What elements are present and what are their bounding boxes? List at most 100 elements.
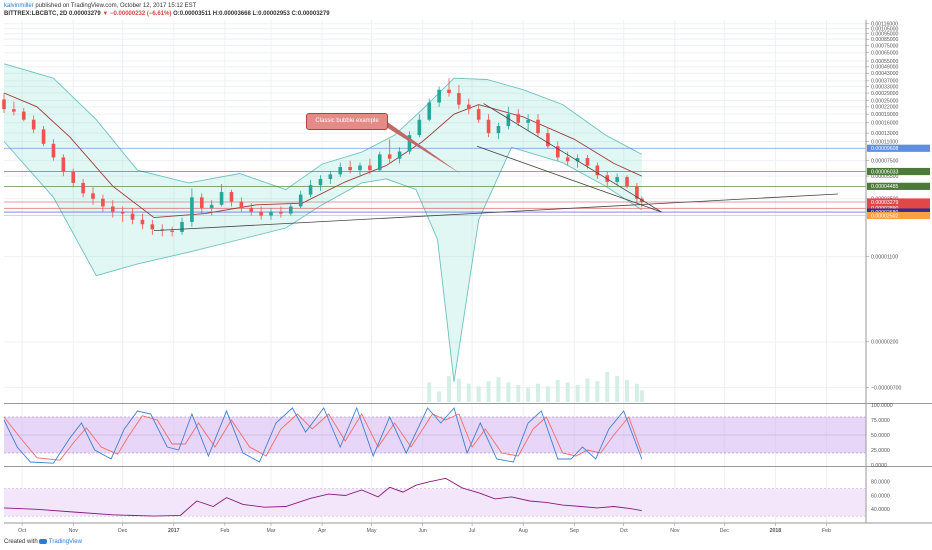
moving-average [3, 92, 642, 219]
bollinger-bands [3, 63, 643, 382]
candle-body [387, 154, 392, 159]
volume-bar [526, 387, 531, 402]
candle-body [585, 158, 590, 166]
volume-bar [575, 385, 580, 402]
price-badge-label: 0.00003279 [871, 200, 899, 206]
x-tick-label: 2018 [770, 528, 782, 534]
author-link[interactable]: kalvinmiller [4, 3, 34, 9]
y-tick-label: 0.00116000 [871, 22, 898, 28]
volume-bar [639, 390, 644, 402]
candle-body [81, 182, 85, 194]
symbol-line: BITTREX:LBCBTC, 2D 0.00003279 ▼ −0.00000… [4, 11, 330, 17]
y-tick-label: 0.00033000 [871, 84, 899, 90]
price-badge-label: 0.00009608 [871, 146, 899, 152]
x-tick-label: Nov [69, 528, 79, 534]
y-tick-label: 0.00001100 [871, 254, 898, 260]
x-tick-label: Aug [519, 528, 528, 534]
candle-body [12, 109, 16, 112]
candle-body [546, 133, 550, 147]
rsi-band-fill [4, 488, 866, 517]
volume-bar [486, 381, 491, 402]
candle-body [496, 125, 501, 134]
rsi-line [3, 477, 642, 517]
created-with-text: Created with [4, 539, 38, 546]
moving-average-line [3, 92, 642, 219]
y-tick-label: 0.00013000 [871, 131, 899, 137]
ohlc-values: O:0.00003511 H:0.00003668 L:0.00002953 C… [173, 11, 330, 17]
y-tick-label: −0.00000700 [871, 385, 902, 391]
candle-body [21, 111, 26, 120]
annotation-callout[interactable]: Classic bubble example [306, 113, 388, 130]
rsi-tick-label: 40.0000 [871, 507, 890, 513]
candle-body [101, 198, 105, 207]
y-tick-label: 0.00000200 [871, 340, 899, 346]
y-tick-label: 0.00022000 [871, 105, 899, 111]
y-tick-label: 0.00075000 [871, 43, 899, 49]
y-tick-label: 0.00005500 [871, 174, 899, 180]
candle-body [328, 174, 333, 179]
volume-bar [476, 386, 481, 402]
candle-body [110, 206, 115, 212]
volume-bar [595, 381, 600, 402]
volume-bar [545, 386, 550, 402]
candle-body [536, 119, 540, 134]
y-tick-label: 0.00085000 [871, 37, 899, 43]
symbol-interval: BITTREX:LBCBTC, 2D [4, 11, 68, 17]
volume-bar [437, 391, 442, 402]
volume-bar [625, 379, 630, 402]
candle-body [457, 93, 461, 105]
candle-body [447, 89, 451, 94]
candle-body [249, 208, 254, 212]
volume-bar [427, 382, 432, 402]
candles [2, 78, 644, 237]
stochastic-tick-label: 25.0000 [871, 448, 890, 454]
candle-body [595, 165, 600, 176]
candle-body [229, 192, 234, 202]
candle-body [180, 221, 184, 232]
candle-body [170, 230, 174, 232]
candle-body [318, 178, 323, 186]
candle-body [2, 99, 6, 110]
candle-body [31, 119, 36, 130]
candle-body [437, 89, 441, 103]
x-tick-label: Dec [720, 528, 730, 534]
candle-body [625, 177, 629, 187]
candle-body [51, 143, 56, 158]
trendline [153, 193, 839, 232]
price-change: −0.00000232 (−6.61%) [110, 11, 172, 17]
x-tick-label: Apr [318, 528, 326, 534]
callout-pointer [383, 121, 461, 174]
volume-bar [605, 372, 610, 402]
x-tick-label: Sep [570, 528, 579, 534]
candle-body [348, 167, 352, 171]
price-badge-label: 0.00002502 [871, 213, 899, 219]
bollinger-lower-line [3, 141, 643, 382]
published-text: published on TradingView.com, October 12… [33, 3, 197, 9]
stochastic-panel [3, 406, 866, 464]
candle-body [120, 211, 125, 214]
candle-body [239, 201, 244, 209]
candle-body [279, 211, 283, 214]
down-arrow-icon: ▼ [102, 11, 109, 17]
tradingview-link[interactable]: TradingView [48, 539, 82, 546]
candle-body [417, 119, 422, 136]
candle-body [61, 157, 66, 172]
price-badge [867, 211, 930, 220]
trendlines [153, 103, 839, 232]
bollinger-fill [4, 63, 642, 382]
axes: 0.001160000.001050000.000950000.00085000… [4, 20, 932, 534]
y-tick-label: 0.00025000 [871, 98, 899, 104]
price-badge [867, 198, 930, 206]
volume-bar [516, 385, 521, 402]
candle-body [635, 186, 639, 199]
candle-body [486, 119, 491, 134]
candle-body [150, 224, 155, 230]
last-price: 0.00003279 [69, 11, 101, 17]
price-badge [867, 167, 930, 176]
volume-bar [536, 383, 541, 402]
candle-body [288, 206, 293, 214]
bollinger-upper-line [3, 63, 643, 191]
candle-body [308, 185, 313, 195]
